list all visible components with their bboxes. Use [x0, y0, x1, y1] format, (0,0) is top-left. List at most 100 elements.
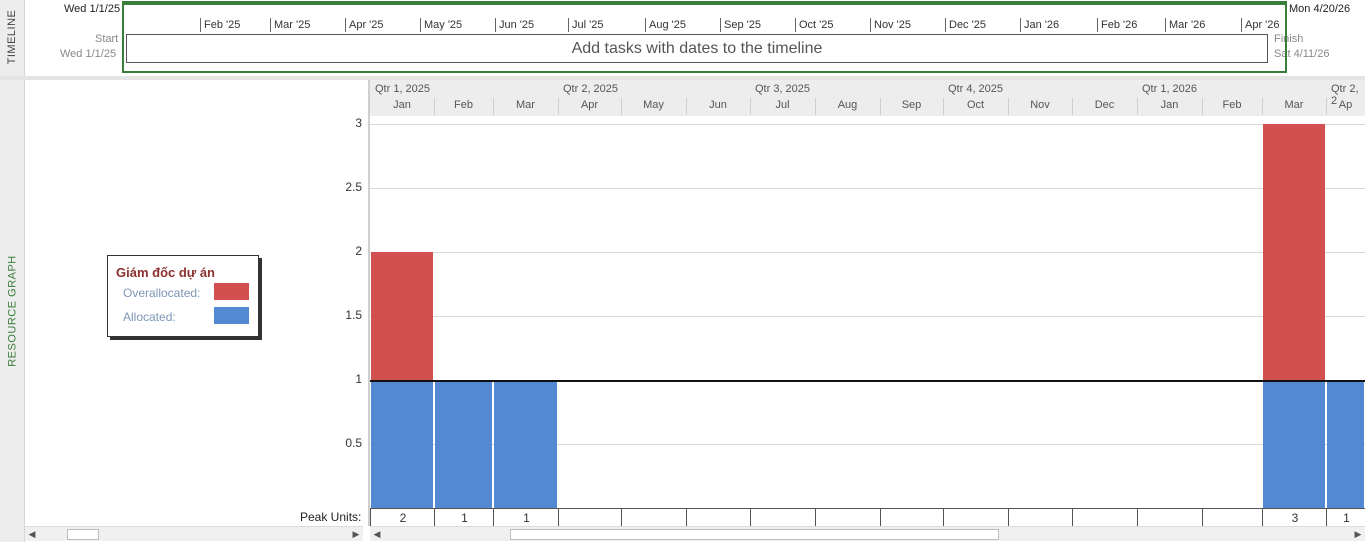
- overallocated-bar: [1263, 124, 1325, 380]
- resource-name: Giám đốc dự án: [116, 265, 215, 280]
- timeline-finish-date: Sat 4/11/26: [1274, 48, 1330, 60]
- scroll-left-icon[interactable]: ◀: [28, 529, 36, 539]
- peak-units-cell: [750, 509, 816, 527]
- timeline-month-label: Feb '26: [1097, 18, 1137, 32]
- y-tick-label: 0.5: [345, 436, 362, 450]
- allocated-label: Allocated:: [123, 310, 176, 324]
- month-label: Sep: [901, 99, 922, 111]
- quarter-label: Qtr 2, 2025: [563, 83, 619, 95]
- timeline-month-label: Oct '25: [795, 18, 834, 32]
- peak-units-cell: [1072, 509, 1138, 527]
- timeline-month-label: Mar '25: [270, 18, 310, 32]
- peak-units-cell: [686, 509, 751, 527]
- peak-units-cell: [1137, 509, 1203, 527]
- month-divider: [558, 98, 559, 115]
- resource-legend: Giám đốc dự án Overallocated: Allocated:: [107, 255, 259, 337]
- allocated-bar: [435, 380, 492, 508]
- scroll-left-icon[interactable]: ◀: [373, 529, 381, 539]
- timeline-placeholder: Add tasks with dates to the timeline: [571, 39, 823, 57]
- month-divider: [1326, 98, 1327, 115]
- y-tick-label: 1.5: [345, 308, 362, 322]
- month-label: Aug: [837, 99, 858, 111]
- timeline-start-label: Start: [95, 33, 119, 45]
- scrollbar-thumb[interactable]: [67, 529, 99, 540]
- left-horizontal-scrollbar[interactable]: ◀ ▶: [25, 526, 363, 541]
- month-divider: [686, 98, 687, 115]
- month-label: Jul: [775, 99, 790, 111]
- timeline-start-date-top: Wed 1/1/25: [64, 3, 121, 15]
- month-label: May: [643, 99, 664, 111]
- peak-units-cell: [815, 509, 881, 527]
- month-label: Dec: [1094, 99, 1115, 111]
- timeline-month-label: Apr '26: [1241, 18, 1280, 32]
- timeline-start-date: Wed 1/1/25: [60, 48, 117, 60]
- timeline-month-label: Nov '25: [870, 18, 911, 32]
- month-label: Jan: [1160, 99, 1179, 111]
- quarter-label: Qtr 1, 2025: [375, 83, 431, 95]
- month-label: Mar: [1284, 99, 1304, 111]
- month-label: Feb: [1222, 99, 1242, 111]
- month-divider: [943, 98, 944, 115]
- graph-timescale[interactable]: Qtr 1, 2025 Qtr 2, 2025 Qtr 3, 2025 Qtr 4, …: [370, 80, 1365, 117]
- month-divider: [493, 98, 494, 115]
- month-label: Apr: [580, 99, 599, 111]
- quarter-label: Qtr 1, 2026: [1142, 83, 1198, 95]
- timeline-month-label: Apr '25: [345, 18, 384, 32]
- month-divider: [434, 98, 435, 115]
- month-label: Oct: [966, 99, 985, 111]
- timeline-bar[interactable]: [126, 34, 1268, 63]
- graph-horizontal-scrollbar[interactable]: ◀ ▶: [370, 526, 1365, 541]
- peak-units-cell: 2: [370, 509, 435, 527]
- horizontal-gridline: [370, 444, 1365, 445]
- peak-units-cell: [621, 509, 687, 527]
- peak-units-cell: [943, 509, 1009, 527]
- scroll-right-icon[interactable]: ▶: [1354, 529, 1362, 539]
- scrollbar-thumb[interactable]: [510, 529, 999, 540]
- pane-divider[interactable]: [0, 76, 1365, 80]
- month-divider: [880, 98, 881, 115]
- peak-units-cell: 1: [434, 509, 494, 527]
- timeline-end-date-top: Mon 4/20/26: [1289, 3, 1351, 15]
- horizontal-gridline: [370, 252, 1365, 253]
- timeline-month-label: Aug '25: [645, 18, 686, 32]
- overallocated-swatch: [214, 283, 249, 300]
- quarter-label: Qtr 2, 2: [1331, 83, 1359, 107]
- timeline-month-label: Jul '25: [568, 18, 603, 32]
- month-divider: [815, 98, 816, 115]
- scroll-right-icon[interactable]: ▶: [352, 529, 360, 539]
- peak-units-cell: [1008, 509, 1073, 527]
- resource-graph-label: RESOURCE GRAPH: [6, 255, 19, 367]
- timeline-month-label: Dec '25: [945, 18, 986, 32]
- timeline-month-label: Jun '25: [495, 18, 534, 32]
- timeline-finish-label: Finish: [1274, 33, 1304, 45]
- month-divider: [1137, 98, 1138, 115]
- timeline-month-label: Sep '25: [720, 18, 761, 32]
- allocated-swatch: [214, 307, 249, 324]
- horizontal-gridline: [370, 316, 1365, 317]
- peak-units-label: Peak Units:: [300, 510, 362, 524]
- timeline-side-panel: TIMELINE: [0, 0, 25, 76]
- peak-units-cell: 3: [1262, 509, 1327, 527]
- month-divider: [621, 98, 622, 115]
- timeline-month-label: Feb '25: [200, 18, 240, 32]
- peak-units-cell: [1202, 509, 1263, 527]
- y-tick-label: 2.5: [345, 180, 362, 194]
- graph-splitter[interactable]: [368, 80, 370, 526]
- allocated-bar: [371, 380, 433, 508]
- month-label: Feb: [454, 99, 473, 111]
- timeline-view-range[interactable]: [122, 1, 1287, 73]
- month-divider: [1072, 98, 1073, 115]
- allocated-bar: [1263, 380, 1325, 508]
- timeline-month-label: Jan '26: [1020, 18, 1059, 32]
- quarter-label: Qtr 3, 2025: [755, 83, 811, 95]
- month-divider: [750, 98, 751, 115]
- month-divider: [1262, 98, 1263, 115]
- peak-units-cell: [558, 509, 622, 527]
- month-label: Ap: [1338, 99, 1353, 111]
- overallocated-bar: [371, 252, 433, 380]
- month-divider: [1202, 98, 1203, 115]
- peak-units-cell: [880, 509, 944, 527]
- horizontal-gridline: [370, 124, 1365, 125]
- month-label: Nov: [1030, 99, 1050, 111]
